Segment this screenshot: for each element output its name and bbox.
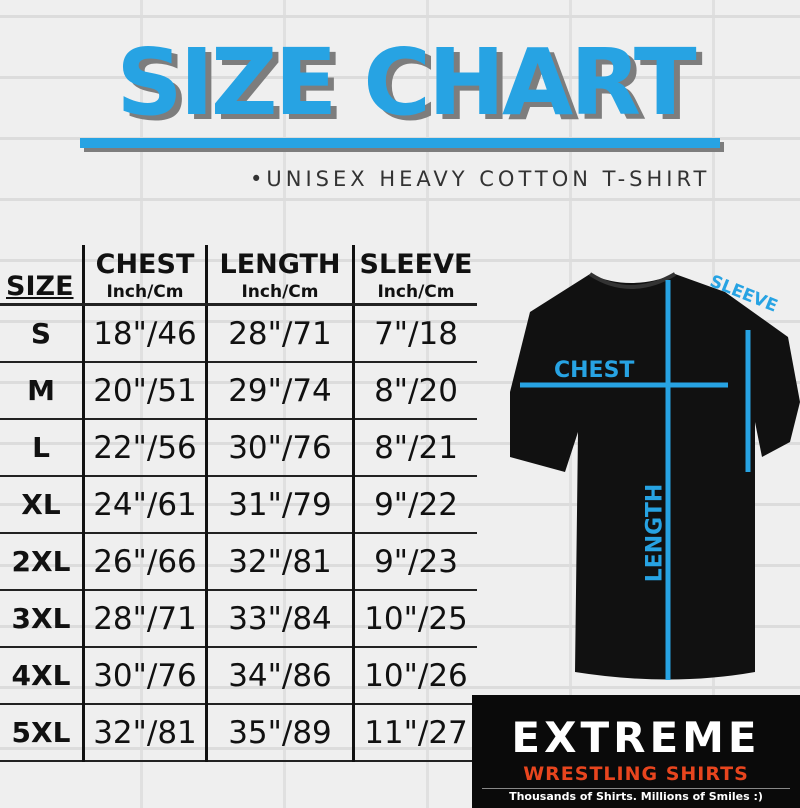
length-cell: 30"/76 bbox=[205, 419, 354, 477]
size-cell: 2XL bbox=[0, 533, 84, 591]
unit-label: Inch/Cm bbox=[106, 282, 184, 302]
length-cell: 35"/89 bbox=[205, 704, 354, 762]
tshirt-diagram bbox=[510, 272, 800, 680]
chest-cell: 22"/56 bbox=[82, 419, 207, 477]
chest-cell: 18"/46 bbox=[82, 304, 207, 363]
unit-label: Inch/Cm bbox=[241, 282, 319, 302]
length-cell: 29"/74 bbox=[205, 362, 354, 420]
size-cell: 4XL bbox=[0, 647, 84, 705]
logo-tagline: Thousands of Shirts. Millions of Smiles … bbox=[482, 788, 790, 804]
length-label: LENGTH bbox=[219, 249, 341, 280]
size-cell: 5XL bbox=[0, 704, 84, 762]
chest-cell: 30"/76 bbox=[82, 647, 207, 705]
tshirt-shape bbox=[510, 274, 800, 680]
size-header: SIZE bbox=[0, 245, 84, 306]
size-cell: XL bbox=[0, 476, 84, 534]
chest-cell: 26"/66 bbox=[82, 533, 207, 591]
size-table: SIZE CHEST Inch/Cm LENGTH Inch/Cm SLEEVE In… bbox=[0, 245, 477, 762]
length-cell: 31"/79 bbox=[205, 476, 354, 534]
chest-cell: 20"/51 bbox=[82, 362, 207, 420]
sleeve-cell: 8"/20 bbox=[352, 362, 477, 420]
chest-header: CHEST Inch/Cm bbox=[82, 245, 207, 306]
title-underline bbox=[80, 138, 720, 148]
length-cell: 33"/84 bbox=[205, 590, 354, 648]
table-row: 3XL 28"/71 33"/84 10"/25 bbox=[0, 590, 477, 648]
table-row: S 18"/46 28"/71 7"/18 bbox=[0, 304, 477, 363]
sleeve-label: SLEEVE bbox=[359, 249, 473, 280]
table-row: L 22"/56 30"/76 8"/21 bbox=[0, 419, 477, 477]
size-cell: L bbox=[0, 419, 84, 477]
size-cell: S bbox=[0, 304, 84, 363]
size-cell: M bbox=[0, 362, 84, 420]
table-row: 5XL 32"/81 35"/89 11"/27 bbox=[0, 704, 477, 762]
length-cell: 32"/81 bbox=[205, 533, 354, 591]
chest-cell: 24"/61 bbox=[82, 476, 207, 534]
page-title: SIZE CHART bbox=[116, 29, 696, 136]
chest-cell: 28"/71 bbox=[82, 590, 207, 648]
logo-sub-text: WRESTLING SHIRTS bbox=[523, 763, 749, 785]
logo-main-text: EXTREME bbox=[511, 713, 761, 762]
chest-cell: 32"/81 bbox=[82, 704, 207, 762]
table-row: XL 24"/61 31"/79 9"/22 bbox=[0, 476, 477, 534]
size-cell: 3XL bbox=[0, 590, 84, 648]
sleeve-cell: 8"/21 bbox=[352, 419, 477, 477]
sleeve-header: SLEEVE Inch/Cm bbox=[352, 245, 477, 306]
table-row: 2XL 26"/66 32"/81 9"/23 bbox=[0, 533, 477, 591]
table-header: SIZE CHEST Inch/Cm LENGTH Inch/Cm SLEEVE In… bbox=[0, 245, 477, 306]
length-cell: 34"/86 bbox=[205, 647, 354, 705]
length-diagram-label: LENGTH bbox=[642, 483, 668, 583]
sleeve-cell: 10"/25 bbox=[352, 590, 477, 648]
tshirt-collar bbox=[588, 272, 676, 289]
brand-logo: EXTREME WRESTLING SHIRTS Thousands of Sh… bbox=[472, 695, 800, 808]
subtitle: •UNISEX HEAVY COTTON T-SHIRT bbox=[250, 167, 711, 191]
sleeve-cell: 11"/27 bbox=[352, 704, 477, 762]
length-header: LENGTH Inch/Cm bbox=[205, 245, 354, 306]
sleeve-cell: 9"/23 bbox=[352, 533, 477, 591]
table-row: 4XL 30"/76 34"/86 10"/26 bbox=[0, 647, 477, 705]
table-row: M 20"/51 29"/74 8"/20 bbox=[0, 362, 477, 420]
length-cell: 28"/71 bbox=[205, 304, 354, 363]
sleeve-cell: 10"/26 bbox=[352, 647, 477, 705]
sleeve-cell: 9"/22 bbox=[352, 476, 477, 534]
sleeve-cell: 7"/18 bbox=[352, 304, 477, 363]
chest-diagram-label: CHEST bbox=[554, 358, 635, 383]
unit-label: Inch/Cm bbox=[377, 282, 455, 302]
chest-label: CHEST bbox=[95, 249, 195, 280]
